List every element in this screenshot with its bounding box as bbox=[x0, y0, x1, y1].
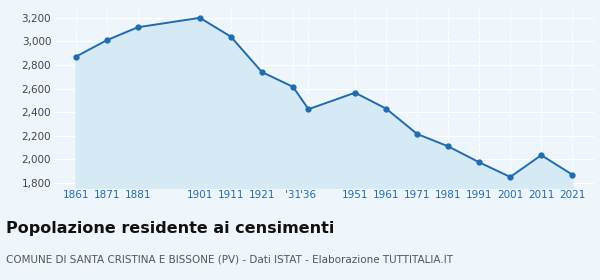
Text: COMUNE DI SANTA CRISTINA E BISSONE (PV) - Dati ISTAT - Elaborazione TUTTITALIA.I: COMUNE DI SANTA CRISTINA E BISSONE (PV) … bbox=[6, 255, 453, 265]
Text: Popolazione residente ai censimenti: Popolazione residente ai censimenti bbox=[6, 221, 334, 236]
